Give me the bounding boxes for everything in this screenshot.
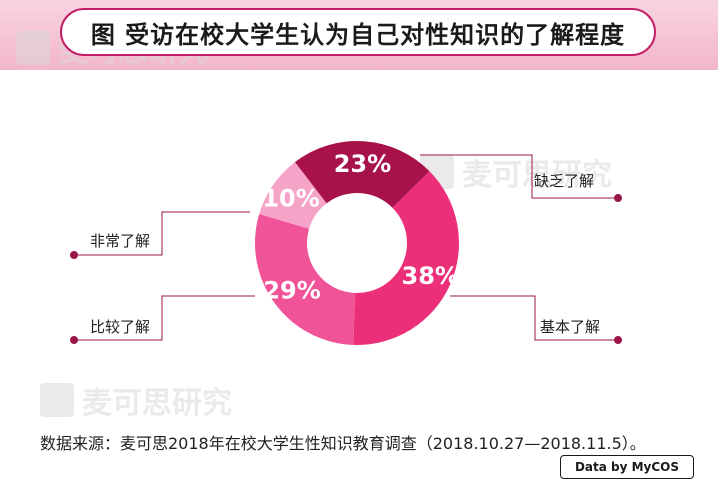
leader-dot-quefa <box>614 194 622 202</box>
donut-value-label-jiben: 38% <box>402 262 459 290</box>
leader-line-quefa <box>420 154 618 199</box>
watermark-logo-icon <box>40 383 74 417</box>
label-bijiao: 比较了解 <box>90 318 151 336</box>
donut-value-label-quefa: 23% <box>334 150 391 178</box>
chart-title-text: 图 受访在校大学生认为自己对性知识的了解程度 <box>90 20 626 49</box>
leader-dot-bijiao <box>70 336 78 344</box>
leader-line-feichang <box>74 211 250 256</box>
leader-dot-feichang <box>70 251 78 259</box>
leader-line-jiben <box>450 295 618 341</box>
watermark-logo-icon <box>16 31 50 65</box>
label-jiben: 基本了解 <box>540 318 601 336</box>
donut-value-label-feichang: 10% <box>262 185 319 213</box>
donut-slice-quefa <box>294 140 430 208</box>
label-quefa: 缺乏了解 <box>534 172 595 190</box>
label-feichang: 非常了解 <box>90 232 151 250</box>
donut-slice-feichang <box>259 162 327 229</box>
donut-slice-bijiao <box>255 214 356 345</box>
source-note: 数据来源：麦可思2018年在校大学生性知识教育调查（2018.10.27—201… <box>40 434 646 453</box>
chart-title: 图 受访在校大学生认为自己对性知识的了解程度 <box>60 8 656 56</box>
donut-slice-jiben <box>353 171 460 345</box>
leader-dot-jiben <box>614 336 622 344</box>
donut-value-label-bijiao: 29% <box>263 277 320 305</box>
leader-line-bijiao <box>74 295 255 341</box>
watermark-text: 麦可思研究 <box>462 158 612 193</box>
watermark-text: 麦可思研究 <box>82 386 232 421</box>
data-by-mycos-badge: Data by MyCOS <box>560 455 694 479</box>
watermark-bottom: 麦可思研究 <box>40 378 232 422</box>
